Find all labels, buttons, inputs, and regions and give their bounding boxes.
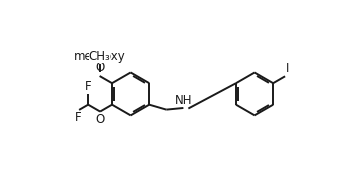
Text: I: I <box>286 62 290 75</box>
Text: CH₃: CH₃ <box>89 49 111 62</box>
Text: F: F <box>85 80 91 93</box>
Text: methoxy: methoxy <box>74 49 126 62</box>
Text: NH: NH <box>175 94 192 107</box>
Text: F: F <box>75 111 81 124</box>
Text: O: O <box>95 61 104 74</box>
Text: O: O <box>95 113 105 126</box>
